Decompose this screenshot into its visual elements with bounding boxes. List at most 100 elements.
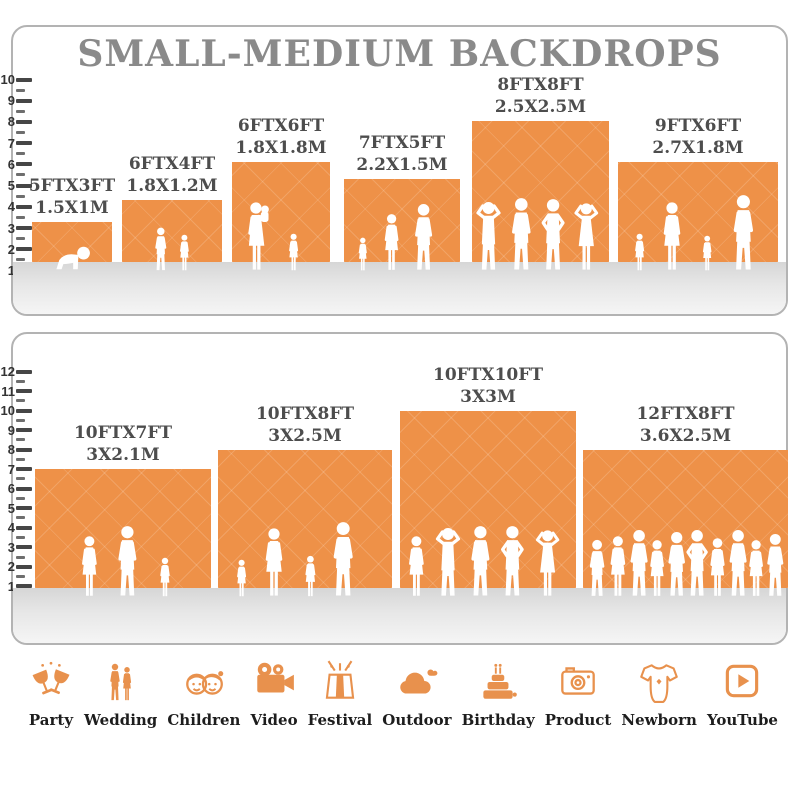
crawling-baby-silhouette xyxy=(56,246,90,270)
ruler-tick-bar xyxy=(16,477,25,481)
ruler-major-tick: 1 xyxy=(0,580,34,593)
category-label: Product xyxy=(544,711,612,729)
backdrop-7ftx5ft: 7FTX5FT 2.2X1.5M xyxy=(344,133,460,271)
ruler-tick-bar xyxy=(16,457,25,461)
ruler-tick-bar xyxy=(16,389,32,394)
category-label: Party xyxy=(28,711,74,729)
ruler-number: 6 xyxy=(7,481,15,497)
ruler-number: 5 xyxy=(7,500,15,516)
ruler-major-tick: 4 xyxy=(0,520,34,536)
ruler-number: 12 xyxy=(0,364,15,379)
backdrop-size-label: 10FTX7FT 3X2.1M xyxy=(73,422,173,465)
outdoor-icon xyxy=(400,669,438,694)
ruler-major-tick: 10 xyxy=(0,404,34,417)
large-backdrops-panel: 12 11 10 9 8 7 6 5 4 3 2 1 10FTX7FT 3X2.1M 10FTX8FT… xyxy=(1,332,788,645)
category-wedding: Wedding xyxy=(84,658,157,729)
ruler-major-tick: 3 xyxy=(0,222,34,235)
ruler-minor-tick xyxy=(0,418,34,423)
newborn-icon xyxy=(640,664,678,703)
ruler-tick-bar xyxy=(16,226,32,231)
ruler-minor-tick xyxy=(0,574,34,579)
backdrop-size-label: 6FTX6FT 1.8X1.8M xyxy=(235,115,327,158)
product-icon xyxy=(561,667,595,695)
ruler-minor-tick xyxy=(0,515,34,520)
ruler-number: 9 xyxy=(7,422,15,438)
ruler-tick-bar xyxy=(16,496,25,500)
ruler-major-tick: 8 xyxy=(0,442,34,458)
ruler-minor-tick xyxy=(0,88,34,93)
ruler-tick-bar xyxy=(16,564,32,569)
ruler-tick-bar xyxy=(16,141,32,146)
ruler-minor-tick xyxy=(0,151,34,156)
ruler-major-tick: 8 xyxy=(0,114,34,130)
backdrop-canvas xyxy=(400,411,576,597)
ruler-tick-bar xyxy=(16,194,25,198)
ruler-major-tick: 7 xyxy=(0,135,34,151)
backdrop-size-label: 12FTX8FT 3.6X2.5M xyxy=(636,403,735,446)
ruler-major-tick: 9 xyxy=(0,93,34,109)
ruler-tick-bar xyxy=(16,247,32,252)
ruler-major-tick: 5 xyxy=(0,178,34,194)
ruler-number: 5 xyxy=(7,178,15,194)
ruler-tick-bar xyxy=(16,369,32,374)
category-label: Wedding xyxy=(84,711,158,729)
ruler-number: 11 xyxy=(1,383,15,399)
category-festival: Festival xyxy=(307,658,373,729)
family-silhouette xyxy=(236,521,353,597)
ruler-number: 3 xyxy=(7,539,15,555)
ruler-tick-bar xyxy=(16,237,25,241)
ruler-tick-bar xyxy=(16,215,25,219)
category-children: Children xyxy=(167,658,240,729)
backdrop-size-label: 8FTX8FT 2.5X2.5M xyxy=(494,74,587,117)
ruler-tick-bar xyxy=(16,183,32,188)
ruler-major-tick: 5 xyxy=(0,500,34,516)
category-video: Video xyxy=(250,658,298,729)
ruler-minor-tick xyxy=(0,194,34,199)
backdrop-size-label: 6FTX4FT 1.8X1.2M xyxy=(126,153,218,196)
category-newborn: Newborn xyxy=(621,658,697,729)
ruler-tick-bar xyxy=(16,77,32,82)
ruler-tick-bar xyxy=(16,408,32,413)
category-outdoor: Outdoor xyxy=(382,658,452,729)
backdrop-5ftx3ft: 5FTX3FT 1.5X1M xyxy=(29,176,115,270)
ruler-major-tick: 6 xyxy=(0,481,34,497)
ruler-tick-bar xyxy=(16,555,25,559)
category-label: Video xyxy=(250,711,298,729)
ruler-number: 10 xyxy=(0,72,15,87)
backdrop-8ftx8ft: 8FTX8FT 2.5X2.5M xyxy=(472,75,609,271)
category-row: Party Wedding xyxy=(28,658,778,729)
posing-group-silhouette xyxy=(475,197,598,271)
ruler-number: 8 xyxy=(7,442,15,458)
floor-bottom xyxy=(13,588,786,643)
ruler-number: 2 xyxy=(7,241,15,257)
backdrop-size-label: 9FTX6FT 2.7X1.8M xyxy=(652,115,744,158)
floor-top xyxy=(13,262,786,314)
category-birthday: Birthday xyxy=(462,658,535,729)
children-icon xyxy=(186,671,224,695)
ruler-number: 4 xyxy=(7,199,15,215)
ruler-number: 8 xyxy=(7,114,15,130)
category-party: Party xyxy=(28,658,74,729)
ruler-tick-bar xyxy=(16,119,32,124)
backdrop-size-label: 10FTX10FT 3X3M xyxy=(433,364,543,407)
ruler-tick-bar xyxy=(16,399,25,403)
ruler-major-tick: 6 xyxy=(0,158,34,171)
ruler-number: 9 xyxy=(7,93,15,109)
backdrop-canvas xyxy=(32,222,112,270)
backdrop-canvas xyxy=(344,179,460,271)
ruler-number: 7 xyxy=(7,135,15,151)
category-label: Festival xyxy=(307,711,373,729)
ruler-minor-tick xyxy=(0,130,34,135)
ruler-minor-tick xyxy=(0,535,34,540)
backdrop-9ftx6ft: 9FTX6FT 2.7X1.8M xyxy=(618,116,778,271)
children-silhouette xyxy=(155,227,190,271)
family-silhouette xyxy=(81,525,171,597)
ruler-minor-tick xyxy=(0,496,34,501)
ruler-minor-tick xyxy=(0,398,34,403)
backdrop-10ftx10ft: 10FTX10FT 3X3M xyxy=(400,365,576,597)
ruler-number: 4 xyxy=(7,520,15,536)
ruler-major-tick: 9 xyxy=(0,422,34,438)
ruler-tick-bar xyxy=(16,506,32,511)
ruler-major-tick: 7 xyxy=(0,463,34,476)
backdrop-canvas xyxy=(618,162,778,271)
